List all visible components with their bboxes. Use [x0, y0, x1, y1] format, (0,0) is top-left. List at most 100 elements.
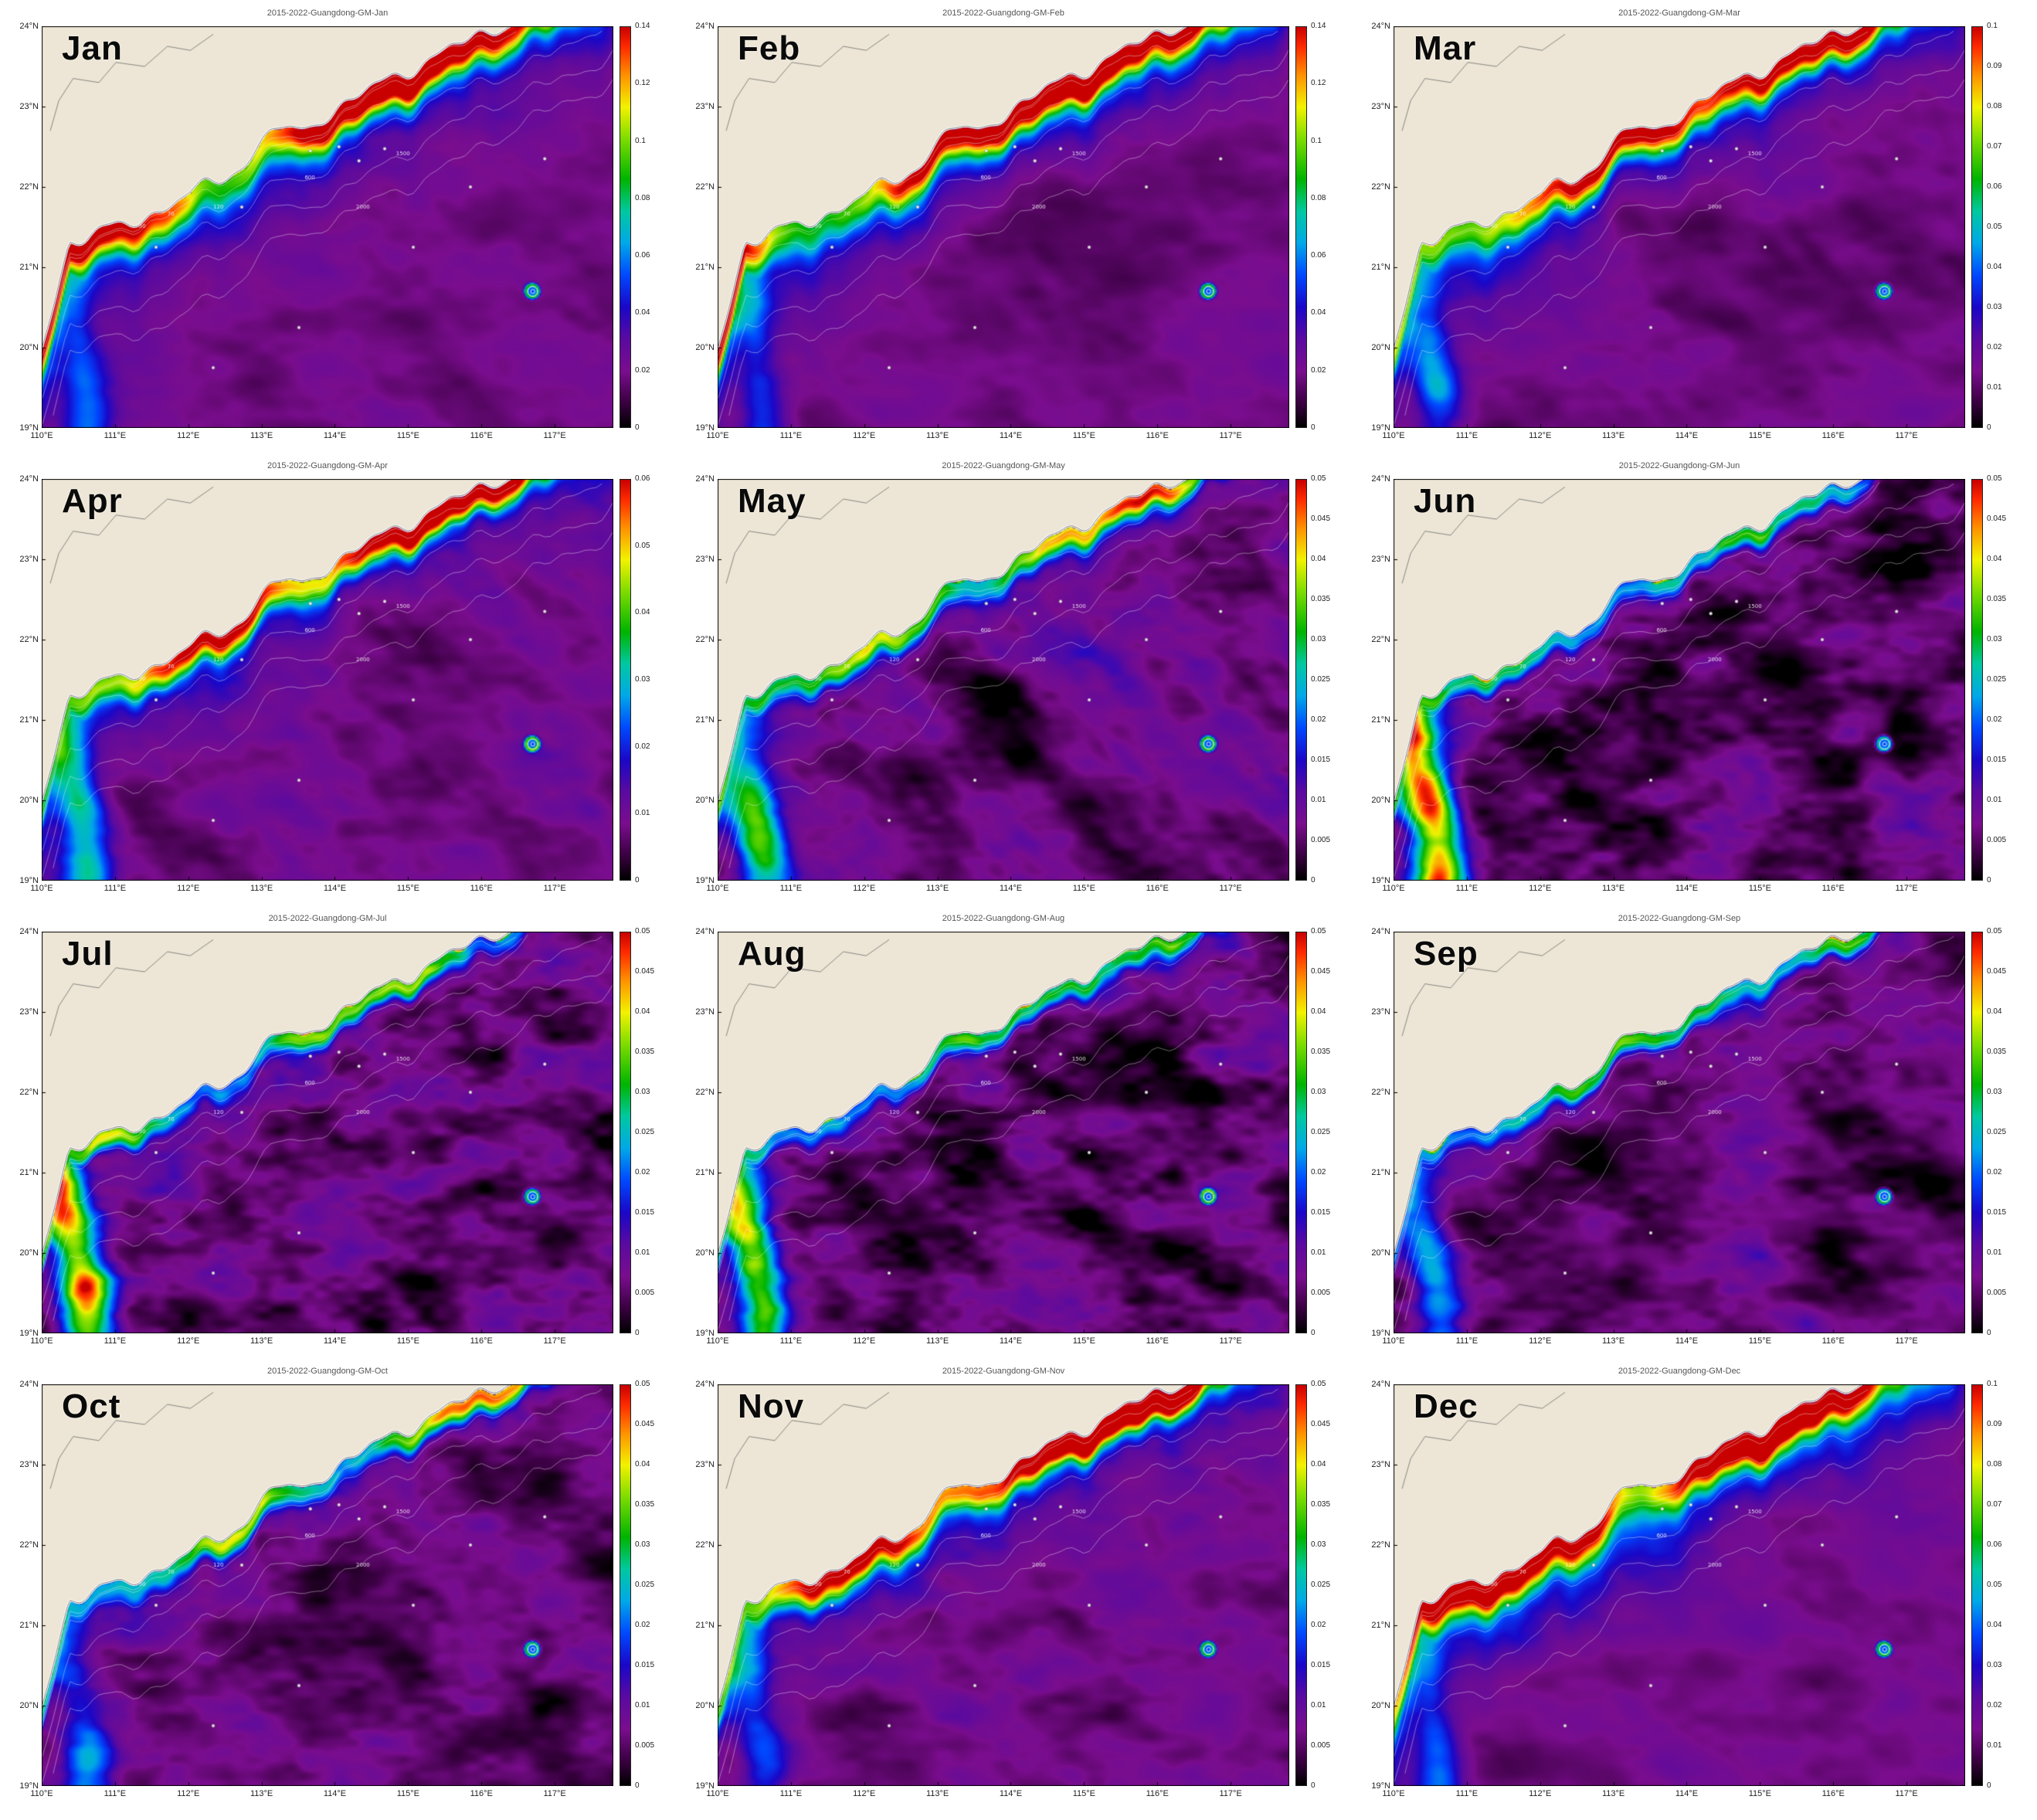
y-axis-tick-label: 20°N — [695, 1248, 715, 1258]
x-axis-tick-label: 112°E — [1529, 1789, 1552, 1798]
x-axis-tick-label: 114°E — [323, 884, 347, 893]
colorbar-tick-label: 0.02 — [1311, 715, 1326, 724]
x-axis-tick-label: 116°E — [470, 431, 493, 440]
panel-title: 2015-2022-Guangdong-GM-Nov — [942, 1367, 1065, 1376]
x-axis-tick-label: 111°E — [1455, 1789, 1479, 1798]
map-canvas — [42, 932, 613, 1333]
y-axis-tick-label: 19°N — [19, 1781, 39, 1791]
colorbar-tick-label: 0.09 — [1987, 62, 2002, 70]
x-axis-tick-label: 113°E — [1601, 1336, 1625, 1346]
colorbar-tick-label: 0.045 — [1987, 514, 2007, 523]
colorbar-tick-label: 0.14 — [635, 22, 650, 30]
y-axis-tick-label: 19°N — [1371, 1329, 1390, 1338]
colorbar-tick-label: 0.025 — [1987, 1128, 2007, 1136]
x-axis-tick-label: 117°E — [543, 431, 566, 440]
month-label: Feb — [738, 29, 801, 67]
colorbar-tick-label: 0.045 — [1311, 1420, 1331, 1428]
x-axis-tick-label: 117°E — [1219, 431, 1242, 440]
x-axis-tick-label: 115°E — [1748, 431, 1771, 440]
colorbar-tick-label: 0.025 — [635, 1128, 655, 1136]
colorbar-tick-label: 0.06 — [635, 474, 650, 483]
panel-title: 2015-2022-Guangdong-GM-Apr — [267, 461, 388, 470]
map-canvas — [42, 26, 613, 428]
colorbar-tick-label: 0.05 — [1311, 1380, 1326, 1388]
x-axis-tick-label: 110°E — [1382, 431, 1405, 440]
colorbar-tick-label: 0.04 — [1311, 555, 1326, 563]
x-axis-tick-label: 117°E — [543, 884, 566, 893]
map-panel: 2015-2022-Guangdong-GM-Dec Dec 0 0.01 0.02… — [1358, 1364, 2029, 1812]
map-panel: 2015-2022-Guangdong-GM-Nov Nov 0 0.005 0.0… — [682, 1364, 1353, 1812]
colorbar-tick-label: 0.05 — [1987, 1581, 2002, 1589]
y-axis-tick-label: 22°N — [1371, 635, 1390, 644]
colorbar-tick-label: 0 — [635, 1781, 640, 1790]
y-axis-tick-label: 19°N — [1371, 876, 1390, 885]
x-axis-tick-label: 117°E — [1895, 431, 1918, 440]
month-label: Aug — [738, 935, 806, 973]
y-axis-tick-label: 21°N — [19, 1168, 39, 1177]
colorbar-tick-label: 0.01 — [635, 1701, 650, 1710]
x-axis-tick-label: 110°E — [30, 1789, 53, 1798]
map-panel: 2015-2022-Guangdong-GM-Mar Mar 0 0.01 0.02… — [1358, 6, 2029, 454]
colorbar-tick-label: 0.02 — [635, 365, 650, 375]
panel-title: 2015-2022-Guangdong-GM-Jan — [267, 8, 389, 18]
colorbar-tick-label: 0.005 — [1311, 836, 1331, 844]
colorbar-tick-label: 0.015 — [1311, 1661, 1331, 1669]
y-axis-tick-label: 21°N — [19, 1621, 39, 1630]
panel-title: 2015-2022-Guangdong-GM-Jul — [268, 914, 387, 923]
x-axis-tick-label: 111°E — [104, 884, 127, 893]
x-axis-tick-label: 116°E — [470, 1336, 493, 1346]
colorbar — [1295, 26, 1307, 428]
x-axis-tick-label: 117°E — [543, 1336, 566, 1346]
y-axis-tick-label: 20°N — [1371, 1248, 1390, 1258]
x-axis-tick-label: 110°E — [1382, 1336, 1405, 1346]
x-axis-tick-label: 115°E — [396, 1789, 419, 1798]
colorbar-tick-label: 0 — [1311, 1329, 1316, 1337]
x-axis-tick-label: 116°E — [1821, 884, 1845, 893]
colorbar — [620, 932, 631, 1333]
y-axis-tick-label: 21°N — [1371, 715, 1390, 725]
y-axis-tick-label: 20°N — [1371, 1701, 1390, 1710]
x-axis-tick-label: 117°E — [1895, 884, 1918, 893]
y-axis-tick-label: 22°N — [19, 1088, 39, 1097]
map-canvas — [718, 1384, 1289, 1786]
colorbar-tick-label: 0.05 — [635, 927, 650, 935]
x-axis-tick-label: 112°E — [853, 431, 876, 440]
y-axis-tick-label: 21°N — [695, 263, 715, 272]
panel-title: 2015-2022-Guangdong-GM-Sep — [1618, 914, 1741, 923]
month-label: May — [738, 482, 806, 520]
colorbar-tick-label: 0.015 — [1311, 756, 1331, 764]
colorbar-tick-label: 0.005 — [635, 1741, 655, 1750]
y-axis-tick-label: 23°N — [1371, 1460, 1390, 1469]
x-axis-tick-label: 113°E — [250, 1789, 273, 1798]
colorbar-tick-label: 0 — [635, 1329, 640, 1337]
colorbar-tick-label: 0.045 — [1311, 514, 1331, 523]
month-label: Nov — [738, 1387, 805, 1425]
colorbar-tick-label: 0.01 — [1987, 1741, 2002, 1750]
colorbar-tick-label: 0.035 — [1311, 595, 1331, 603]
x-axis-tick-label: 111°E — [104, 1789, 127, 1798]
colorbar-tick-label: 0.09 — [1987, 1420, 2002, 1428]
colorbar-tick-label: 0.06 — [1987, 182, 2002, 191]
colorbar-tick-label: 0.035 — [1987, 595, 2007, 603]
colorbar-tick-label: 0.035 — [1987, 1048, 2007, 1056]
map-canvas — [718, 932, 1289, 1333]
colorbar-tick-label: 0.03 — [1987, 1088, 2002, 1096]
x-axis-tick-label: 111°E — [104, 431, 127, 440]
colorbar — [620, 479, 631, 881]
y-axis-tick-label: 23°N — [19, 1007, 39, 1017]
y-axis-tick-label: 19°N — [695, 876, 715, 885]
colorbar-tick-label: 0.05 — [1311, 474, 1326, 483]
y-axis-tick-label: 23°N — [19, 555, 39, 564]
colorbar-tick-label: 0.06 — [1987, 1540, 2002, 1549]
colorbar-tick-label: 0.05 — [1311, 927, 1326, 935]
x-axis-tick-label: 114°E — [999, 1336, 1023, 1346]
panel-title: 2015-2022-Guangdong-GM-Dec — [1618, 1367, 1741, 1376]
map-panel: 2015-2022-Guangdong-GM-Jan Jan 0 0.02 0.04… — [6, 6, 677, 454]
map-canvas — [42, 479, 613, 881]
colorbar-tick-label: 0.02 — [635, 1621, 650, 1629]
y-axis-tick-label: 24°N — [19, 22, 39, 31]
colorbar-tick-label: 0.04 — [635, 608, 650, 617]
colorbar-tick-label: 0.1 — [635, 136, 646, 145]
month-label: Sep — [1414, 935, 1479, 973]
colorbar-tick-label: 0.08 — [1987, 102, 2002, 110]
